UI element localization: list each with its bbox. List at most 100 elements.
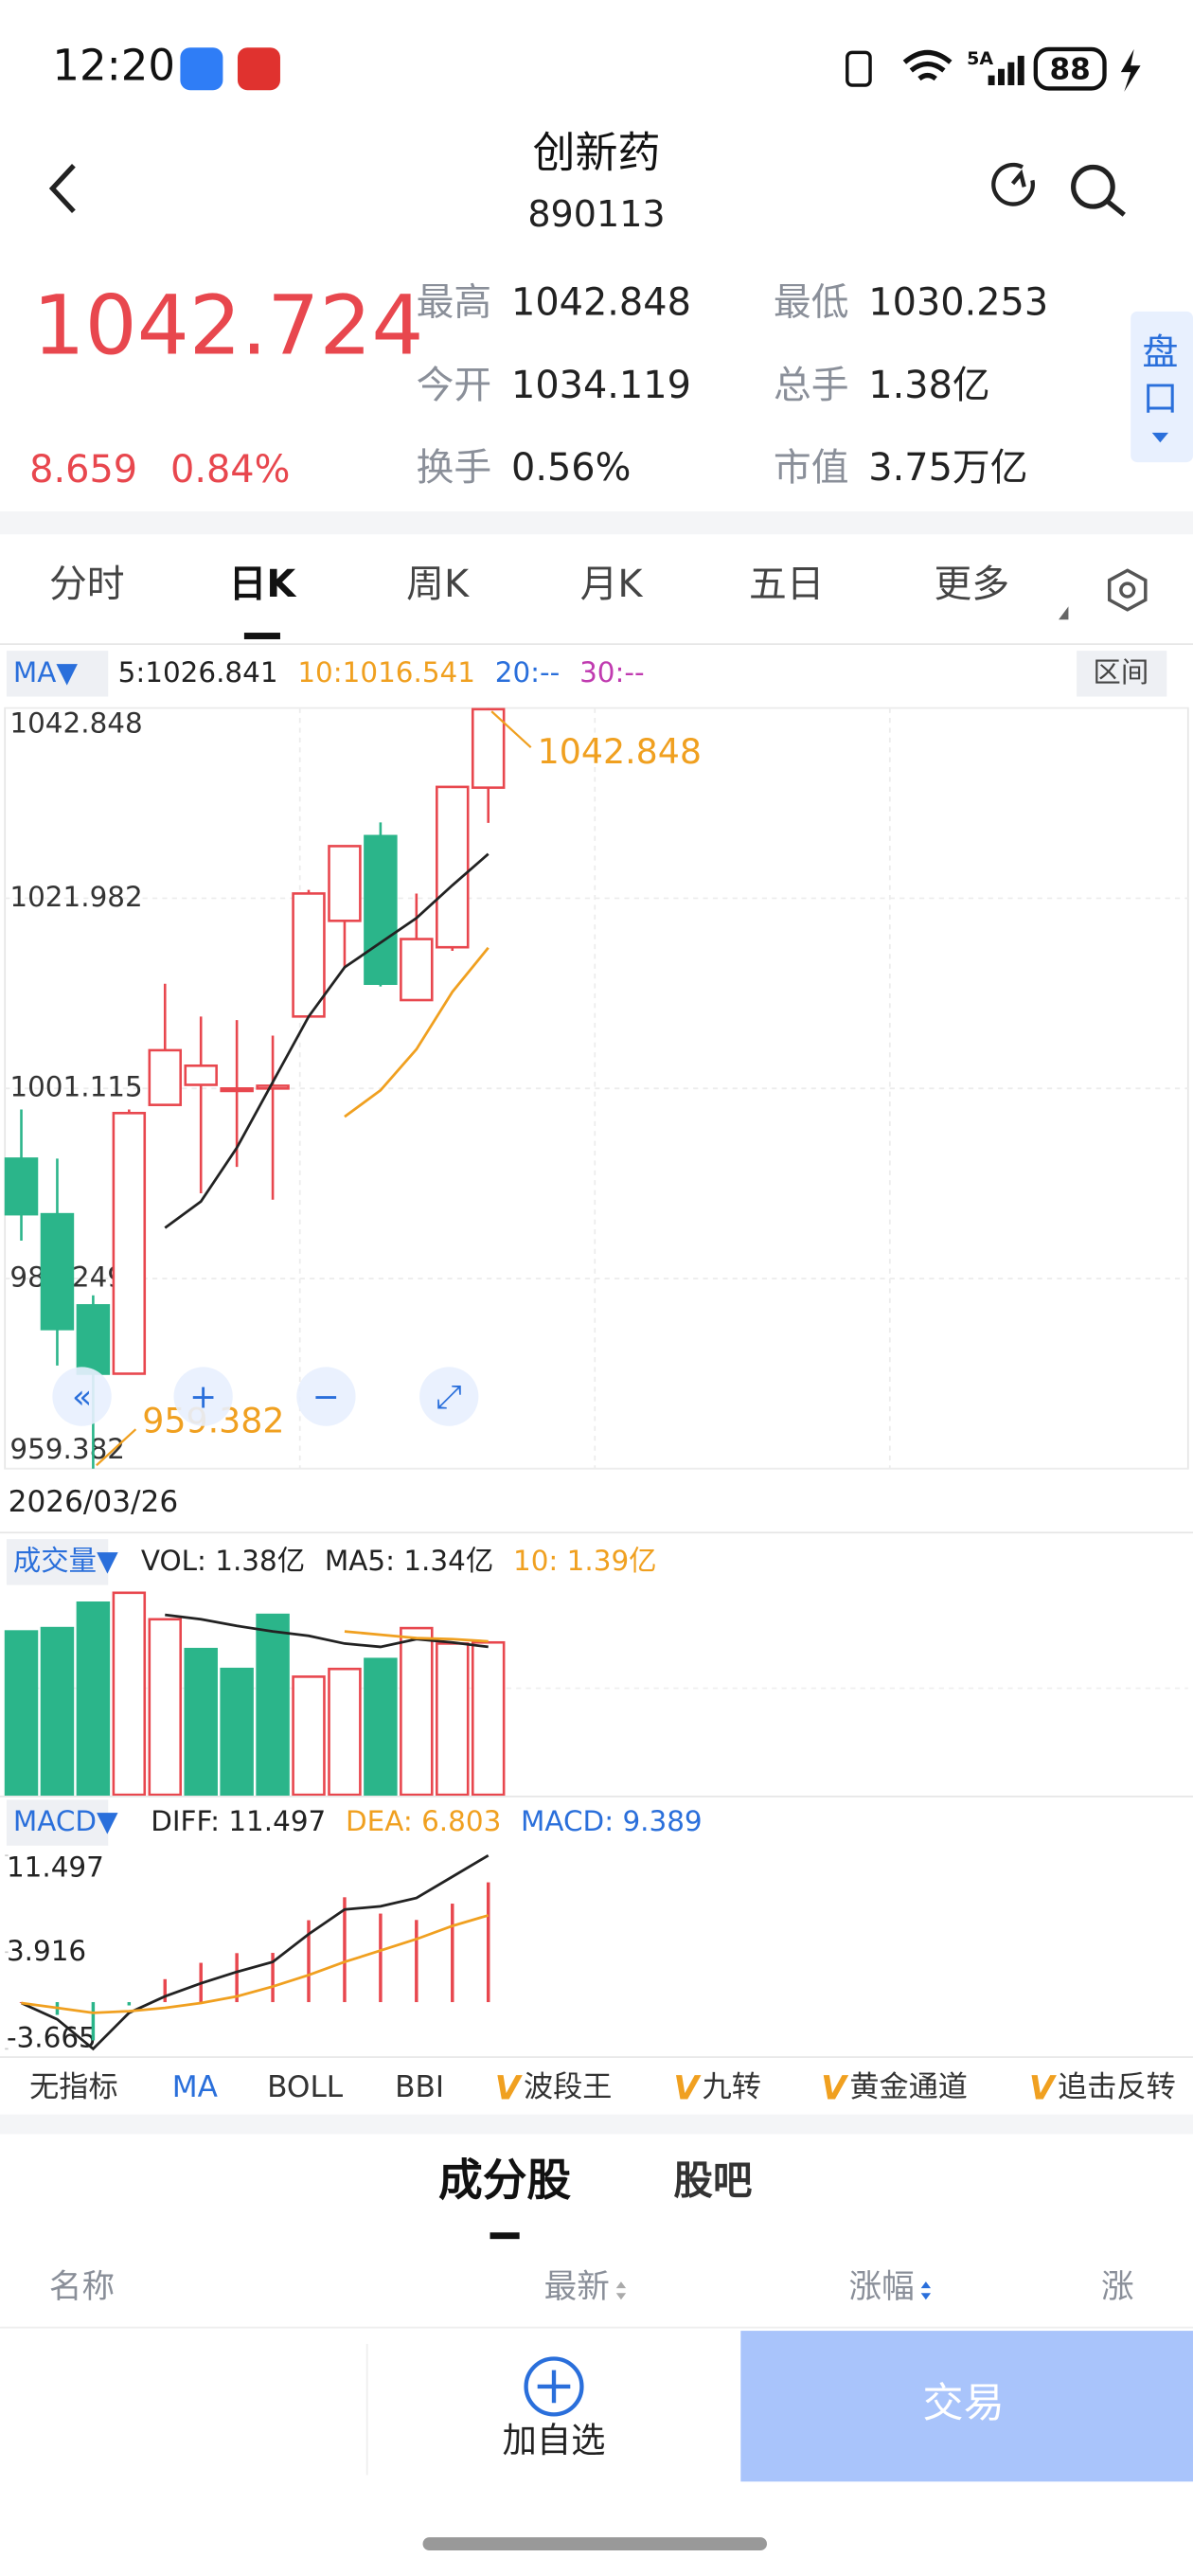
candle-body (76, 1304, 111, 1375)
battery-level: 88 (1050, 52, 1091, 86)
chart-control[interactable] (52, 1367, 112, 1426)
tab-underline (243, 633, 280, 639)
indicator-tab[interactable]: 波段王 (524, 2070, 612, 2104)
indicator-tab[interactable]: BBI (395, 2070, 444, 2104)
chart-control[interactable] (419, 1367, 479, 1426)
stat-label: 今开 (417, 364, 492, 407)
settings-icon[interactable] (1107, 568, 1148, 612)
legend-selector-bg[interactable] (6, 1799, 109, 1846)
macd-bar (451, 1904, 454, 2003)
annotation-leader (490, 710, 532, 749)
macd-bar (91, 2002, 96, 2041)
refresh-button[interactable] (991, 162, 1035, 206)
indicator-tab[interactable]: 追击反转 (1058, 2070, 1176, 2104)
legend-item: 30:-- (579, 656, 645, 689)
table-header: 最新 (544, 2268, 610, 2306)
section-tab[interactable]: 成分股 (438, 2156, 571, 2207)
y-tick-label: -3.665 (7, 2022, 97, 2054)
legend-selector: 成交量▼ (13, 1545, 118, 1577)
volume-bar (220, 1667, 254, 1797)
table-header: 涨 (1101, 2268, 1134, 2306)
battery-icon (1033, 46, 1107, 91)
app-icon (237, 47, 280, 91)
y-tick-label: 1021.982 (9, 881, 142, 913)
legend-selector-bg[interactable] (6, 1539, 109, 1585)
y-tick-label: 3.916 (7, 1935, 86, 1967)
candle-body (256, 1084, 290, 1090)
macd-bar (415, 1920, 418, 2003)
stat-value: 1.38亿 (868, 364, 989, 407)
separator (0, 2114, 1193, 2135)
legend-item: DEA: 6.803 (346, 1805, 501, 1837)
section-tab[interactable]: 股吧 (673, 2156, 752, 2203)
range-button[interactable] (1077, 651, 1167, 697)
legend-item: VOL: 1.38亿 (141, 1545, 305, 1577)
candle-body (364, 834, 398, 985)
tabs: 分时 日K 周K 月K 五日 更多 (49, 563, 1009, 639)
candle-body (400, 938, 434, 1002)
side-tab-arrow (1151, 432, 1169, 443)
indicator-tab[interactable]: 九转 (703, 2070, 761, 2104)
volume-bar (400, 1626, 434, 1797)
back-button[interactable] (48, 164, 76, 214)
search-button[interactable] (1071, 164, 1126, 217)
macd-bar (271, 1953, 275, 2003)
code: 890113 (527, 193, 665, 235)
wifi-icon (902, 49, 953, 81)
trade-button-bg[interactable] (740, 2331, 1193, 2482)
macd-bar (307, 1920, 311, 2003)
tab[interactable]: 日K (229, 563, 298, 606)
tab[interactable]: 五日 (749, 563, 825, 606)
stat-label: 市值 (774, 446, 849, 490)
indicator-tab[interactable]: 黄金通道 (849, 2070, 968, 2104)
watch-icon (537, 2370, 571, 2404)
chart-control-icon: − (312, 1378, 340, 1416)
chart-control-icon: + (189, 1378, 217, 1416)
network-label: 5A (967, 48, 993, 69)
indicator-tab[interactable]: MA (172, 2070, 219, 2104)
ma-line (20, 1853, 490, 2051)
candle-body (292, 892, 326, 1018)
watch-icon (524, 2356, 584, 2417)
indicator-tab[interactable]: BOLL (267, 2070, 344, 2104)
indicator-badge: V (1029, 2070, 1058, 2108)
charts: MA▼ 5:1026.841 10:1016.541 20:-- 30:-- 区间 1042… (0, 651, 1193, 2058)
y-tick-label: 959.382 (9, 1433, 125, 1465)
candle-body (471, 707, 506, 789)
range-button-label: 区间 (1093, 656, 1148, 689)
candle-body (328, 845, 362, 922)
indicator-tab[interactable]: 无指标 (29, 2070, 117, 2104)
more-arrow (1059, 606, 1069, 620)
chart-control[interactable] (296, 1367, 356, 1426)
tab[interactable]: 分时 (49, 563, 125, 606)
side-tab[interactable] (1131, 311, 1193, 463)
vibrate-icon (846, 50, 872, 87)
volume-bar (364, 1657, 398, 1797)
volume-bar (112, 1591, 147, 1797)
tab[interactable]: 周K (406, 563, 470, 606)
stat-value: 1030.253 (868, 280, 1048, 324)
tab[interactable]: 月K (580, 563, 644, 606)
tab[interactable]: 更多 (935, 563, 1010, 606)
legend-item: 10:1016.541 (297, 656, 475, 689)
y-tick-label: 11.497 (7, 1852, 104, 1884)
watch-button[interactable]: 加自选 (503, 2420, 606, 2460)
chart-control[interactable] (173, 1367, 233, 1426)
ma-line (21, 1914, 490, 2014)
table-header: 名称 (49, 2268, 115, 2306)
legend-selector-bg[interactable] (6, 651, 109, 697)
settings-icon (1119, 581, 1136, 599)
stat-label: 总手 (774, 364, 849, 407)
macd-bar (486, 1882, 490, 2003)
legend-selector: MACD▼ (13, 1805, 118, 1837)
candle-body (148, 1048, 183, 1106)
legend-item: 10: 1.39亿 (513, 1545, 657, 1577)
separator (0, 510, 1193, 535)
stat-value: 1042.848 (511, 280, 691, 324)
legend-item: MACD: 9.389 (521, 1805, 703, 1837)
volume-bar (40, 1626, 75, 1797)
